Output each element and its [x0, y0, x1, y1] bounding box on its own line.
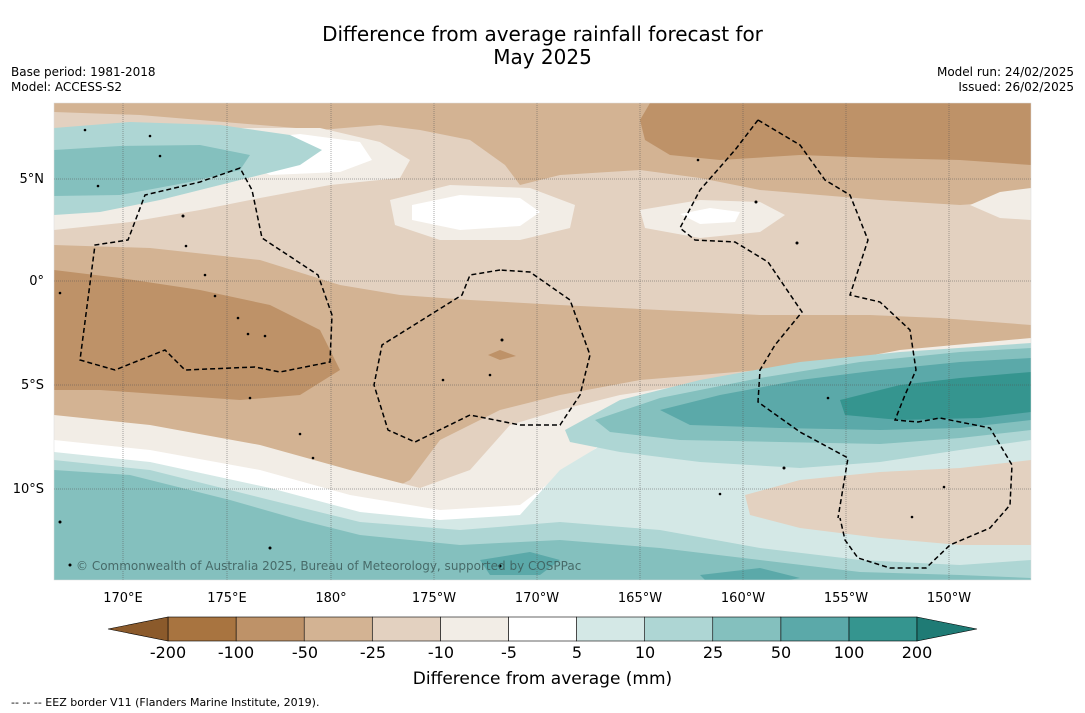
band-tan-central — [54, 245, 1031, 505]
lon-label: 165°W — [618, 591, 662, 606]
colorbar-under-arrow — [107, 616, 169, 642]
model-run: Model run: 24/02/2025 — [936, 65, 1074, 79]
colorbar-segment — [235, 616, 305, 642]
colorbar-tick: -5 — [501, 643, 517, 662]
colorbar-tick: 10 — [634, 643, 656, 662]
lon-label: 175°W — [412, 591, 456, 606]
model-name: Model: ACCESS-S2 — [11, 80, 123, 94]
colorbar-segment — [440, 616, 509, 642]
colorbar-tick: 25 — [702, 643, 724, 662]
colorbar-tick: 5 — [571, 643, 583, 662]
colorbar-segment — [371, 616, 441, 642]
colorbar-segment — [303, 616, 373, 642]
colorbar-tick: -50 — [291, 643, 319, 662]
lon-label: 175°E — [207, 591, 247, 606]
colorbar-segment — [780, 616, 850, 642]
colorbar-title: Difference from average (mm) — [412, 669, 673, 689]
patch-pale-east — [970, 188, 1031, 220]
lon-label: 160°W — [721, 591, 765, 606]
copyright-text: © Commonwealth of Australia 2025, Bureau… — [76, 559, 581, 573]
patch-brown-west — [54, 270, 340, 400]
colorbar-over-arrow — [916, 616, 978, 642]
patch-teal-dark-south-2 — [700, 568, 800, 580]
patch-teal-dark-south — [480, 552, 560, 575]
eez-border-line-islands — [679, 119, 849, 519]
lat-label: 0° — [29, 274, 44, 289]
latitude-labels: 5°N 0° 5°S 10°S — [13, 172, 44, 497]
colorbar-segment — [576, 616, 645, 642]
map-title-line2: May 2025 — [493, 45, 592, 69]
lon-label: 170°E — [103, 591, 143, 606]
lat-label: 10°S — [13, 482, 44, 497]
graticule — [54, 103, 1031, 580]
colorbar-segment — [508, 616, 577, 642]
colorbar-tick: 200 — [901, 643, 933, 662]
patch-teal-dark-east-2 — [840, 372, 1031, 420]
eez-border-kiribati-gilbert — [79, 167, 333, 373]
colorbar-tick: 100 — [833, 643, 865, 662]
colorbar-tick: -10 — [427, 643, 455, 662]
lon-label: 170°W — [515, 591, 559, 606]
lat-label: 5°S — [21, 378, 44, 393]
colorbar-segment — [848, 616, 918, 642]
colorbar — [107, 616, 978, 642]
base-period: Base period: 1981-2018 — [11, 65, 156, 79]
colorbar-tick: 50 — [770, 643, 792, 662]
longitude-labels: 170°E 175°E 180° 175°W 170°W 165°W 160°W… — [103, 591, 971, 606]
lon-label: 150°W — [927, 591, 971, 606]
colorbar-tick: -100 — [217, 643, 255, 662]
map-frame — [53, 102, 1032, 581]
eez-borders — [79, 119, 1013, 569]
lat-label: 5°N — [20, 172, 45, 187]
patch-teal-medium-south — [54, 470, 1031, 580]
patch-brown-northeast — [640, 103, 1031, 165]
eez-border-east — [757, 119, 1013, 569]
colorbar-segment — [644, 616, 714, 642]
rainfall-contour-field — [54, 103, 1031, 580]
eez-footnote: -- -- -- EEZ border V11 (Flanders Marine… — [11, 696, 320, 709]
patch-tan-southeast — [745, 460, 1031, 545]
lon-label: 155°W — [824, 591, 868, 606]
patch-brown-small — [488, 350, 516, 360]
eez-border-tokelau — [373, 269, 591, 443]
island-markers — [58, 128, 946, 568]
colorbar-segment — [712, 616, 782, 642]
issued-date: Issued: 26/02/2025 — [958, 80, 1074, 94]
colorbar-tick: -25 — [359, 643, 387, 662]
map-title-line1: Difference from average rainfall forecas… — [322, 22, 763, 46]
patch-white-north-3 — [680, 208, 740, 224]
lon-label: 180° — [315, 591, 346, 606]
patch-white-north-2 — [412, 195, 540, 230]
colorbar-tick: -200 — [149, 643, 187, 662]
colorbar-segment — [167, 616, 237, 642]
patch-teal-medium-nw — [54, 145, 250, 196]
